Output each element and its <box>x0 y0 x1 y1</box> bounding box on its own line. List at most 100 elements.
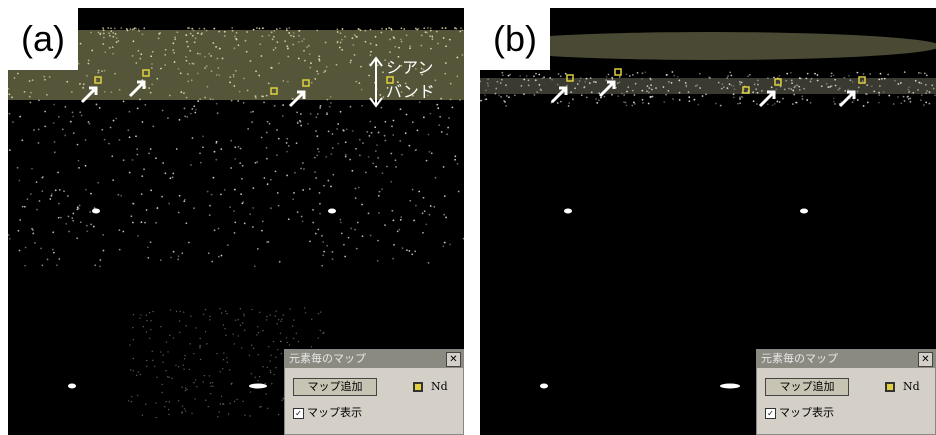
dot <box>336 128 338 130</box>
dot <box>821 85 823 87</box>
dot <box>117 194 119 196</box>
close-button[interactable]: ✕ <box>918 352 933 367</box>
show-map-checkbox[interactable]: マップ表示 <box>765 404 834 420</box>
dot <box>273 49 275 51</box>
dot <box>32 233 34 235</box>
dot <box>65 223 67 225</box>
dot <box>85 189 87 191</box>
dot <box>651 89 653 91</box>
dot <box>366 131 368 133</box>
dot <box>190 33 192 35</box>
dot <box>209 316 210 317</box>
dot <box>399 140 401 142</box>
dot <box>305 312 306 313</box>
dot <box>161 392 162 393</box>
dot <box>228 413 229 414</box>
dot <box>273 374 274 375</box>
dot <box>174 37 176 39</box>
dot <box>806 78 808 80</box>
dot <box>629 75 631 77</box>
dot <box>328 131 330 133</box>
dot <box>322 241 324 243</box>
dot <box>159 32 161 34</box>
dot <box>436 104 438 106</box>
dot <box>221 312 222 313</box>
dot <box>557 84 559 86</box>
dot <box>205 400 206 401</box>
add-map-button[interactable]: マップ追加 <box>765 378 849 396</box>
dot <box>90 193 92 195</box>
add-map-button[interactable]: マップ追加 <box>293 378 377 396</box>
dot <box>257 380 258 381</box>
dot <box>699 87 701 89</box>
dot <box>138 28 140 30</box>
dot <box>672 98 674 100</box>
close-button[interactable]: ✕ <box>446 352 461 367</box>
dot <box>798 86 800 88</box>
dot <box>210 98 212 100</box>
dot <box>441 131 443 133</box>
dot <box>209 205 211 207</box>
dot <box>245 40 247 42</box>
dot <box>152 51 154 53</box>
dot <box>146 331 147 332</box>
dot <box>112 32 114 34</box>
dot <box>137 395 138 396</box>
dot <box>739 98 741 100</box>
dot <box>355 197 357 199</box>
dot <box>584 81 586 83</box>
dot <box>878 92 880 94</box>
dot <box>219 308 220 309</box>
dot <box>65 106 67 108</box>
show-map-checkbox[interactable]: マップ表示 <box>293 404 362 420</box>
dot <box>881 78 883 80</box>
dot <box>270 355 271 356</box>
dot <box>663 101 665 103</box>
dot <box>274 105 276 107</box>
dot <box>249 354 250 355</box>
dot <box>110 27 112 29</box>
dot <box>216 74 218 76</box>
dot <box>771 86 773 88</box>
dot <box>154 366 155 367</box>
dot <box>151 83 153 85</box>
dot <box>78 167 80 169</box>
dot <box>240 148 242 150</box>
dot <box>135 28 137 30</box>
dot <box>301 216 303 218</box>
dot <box>161 196 163 198</box>
dot <box>262 221 264 223</box>
dot <box>36 209 38 211</box>
dot <box>237 44 239 46</box>
dot <box>792 90 794 92</box>
dialog-title: 元素毎のマップ✕ <box>757 350 935 368</box>
dot <box>314 78 316 80</box>
dot <box>535 73 537 75</box>
spot <box>68 384 76 389</box>
page: (a) シアンバンド 元素毎のマップ✕ マップ追加 Nd マップ表示 (b) 元… <box>0 0 936 435</box>
dot <box>642 99 644 101</box>
dot <box>102 234 104 236</box>
dot <box>871 85 873 87</box>
dot <box>917 89 919 91</box>
dot <box>384 140 386 142</box>
dot <box>29 96 31 98</box>
dot <box>730 75 732 77</box>
dot <box>767 77 769 79</box>
dot <box>58 116 60 118</box>
dot <box>143 27 145 29</box>
dot <box>177 258 179 260</box>
dot <box>261 137 263 139</box>
dot <box>360 29 362 31</box>
dot <box>234 221 236 223</box>
dot <box>152 125 154 127</box>
dot <box>205 331 206 332</box>
dot <box>86 225 88 227</box>
dot <box>151 67 153 69</box>
dot <box>311 82 313 84</box>
dot <box>857 72 859 74</box>
dot <box>721 88 723 90</box>
dot <box>647 85 649 87</box>
dot <box>450 99 452 101</box>
dot <box>71 217 73 219</box>
